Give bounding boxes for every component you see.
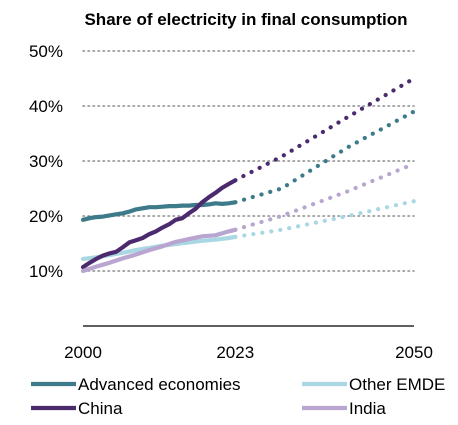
series-line-historical <box>80 200 238 222</box>
y-tick-label: 40% <box>29 97 63 116</box>
x-tick-label: 2050 <box>395 343 433 362</box>
y-tick-label: 20% <box>29 207 63 226</box>
chart-title: Share of electricity in final consumptio… <box>84 10 407 29</box>
legend-label: Advanced economies <box>78 375 241 394</box>
y-tick-label: 50% <box>29 42 63 61</box>
legend: Advanced economies Other EMDE China India <box>31 375 445 418</box>
legend-label: India <box>349 399 386 418</box>
series-line-projection <box>233 199 417 239</box>
legend-label: Other EMDE <box>349 375 445 394</box>
y-tick-label: 10% <box>29 262 63 281</box>
legend-item: Advanced economies <box>31 375 241 394</box>
series-line-projection <box>233 109 417 205</box>
legend-item: China <box>31 399 123 418</box>
series-group <box>80 76 417 274</box>
series-line-historical <box>80 178 238 270</box>
legend-item: India <box>302 399 386 418</box>
series-line-historical <box>80 227 238 274</box>
x-tick-label: 2023 <box>216 343 254 362</box>
legend-label: China <box>78 399 123 418</box>
series-india <box>80 161 417 274</box>
series-line-projection <box>233 76 417 183</box>
gridlines <box>82 50 415 272</box>
legend-item: Other EMDE <box>302 375 445 394</box>
series-china <box>80 76 417 270</box>
axes: 10% 20% 30% 40% 50% 2000 2023 2050 <box>29 42 433 362</box>
y-tick-label: 30% <box>29 152 63 171</box>
series-advanced-economies <box>80 109 417 222</box>
x-tick-label: 2000 <box>64 343 102 362</box>
